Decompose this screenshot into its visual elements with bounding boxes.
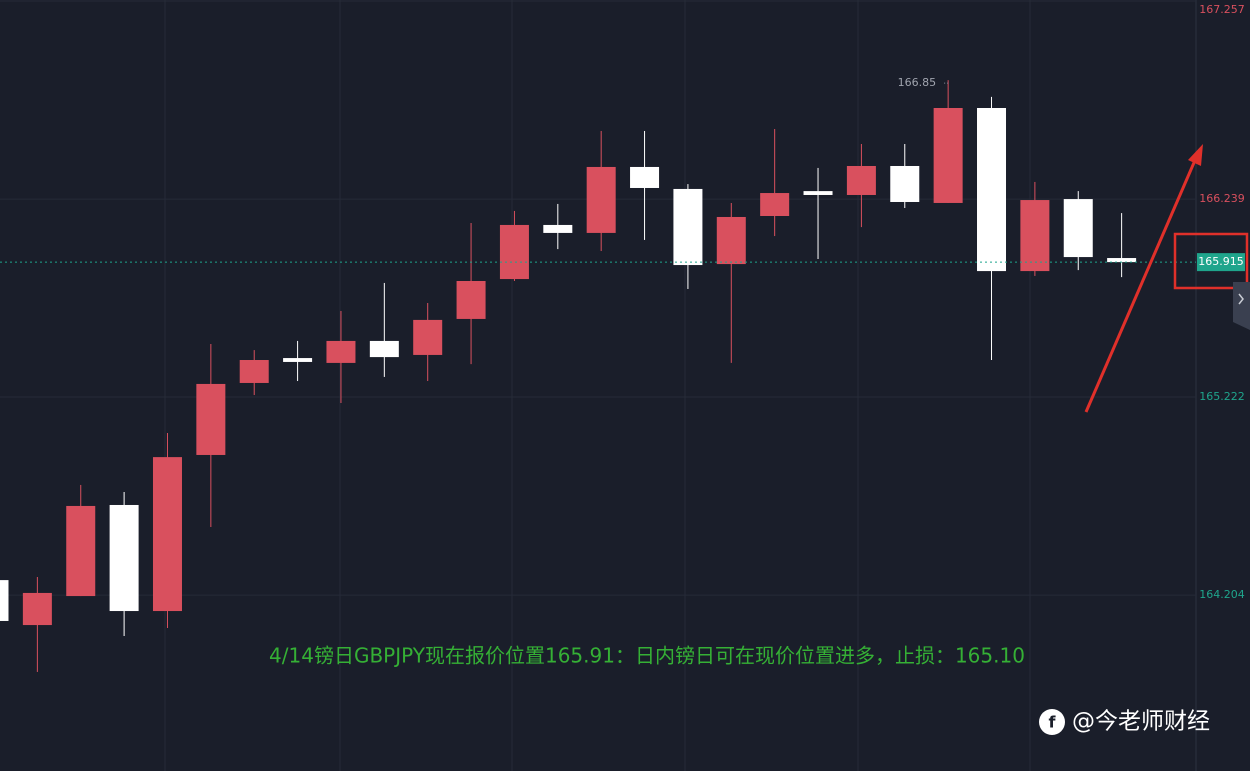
watermark: @今老师财经 — [1072, 709, 1210, 735]
candle-body — [1063, 199, 1093, 258]
candle-body — [22, 592, 52, 626]
candle-body — [1020, 200, 1050, 272]
candle-body — [369, 340, 399, 358]
candle-body — [760, 193, 790, 217]
last-price-tag — [1197, 253, 1245, 272]
candle-body — [890, 165, 920, 202]
watermark-icon-glyph: f — [1049, 713, 1057, 732]
candle-body — [846, 165, 876, 195]
arrow-head — [1188, 144, 1203, 166]
candle-body — [803, 191, 833, 195]
candle-body — [239, 360, 269, 383]
candle-body — [499, 224, 529, 280]
candle-body — [716, 216, 746, 265]
candle-body — [933, 108, 963, 203]
y-tick-label: 167.257 — [1199, 3, 1245, 16]
candle-body — [586, 166, 616, 233]
overlay: 166.85 165.915 — [0, 76, 1245, 272]
candle-body — [196, 383, 226, 455]
highlight-box — [1173, 232, 1249, 290]
watermark-icon — [1039, 709, 1065, 735]
vertical-grid — [164, 0, 1031, 771]
y-tick-label: 165.222 — [1199, 390, 1245, 403]
candle-body — [109, 504, 139, 612]
high-label: 166.85 — [898, 76, 937, 89]
candles — [0, 80, 1137, 672]
candle-body — [1107, 258, 1137, 263]
candle-body — [283, 358, 313, 362]
candle-body — [977, 108, 1007, 272]
candle-body — [456, 281, 486, 319]
y-tick-label: 164.204 — [1199, 588, 1245, 601]
candle-body — [66, 505, 96, 597]
candle-body — [413, 319, 443, 355]
candle-body — [152, 457, 182, 612]
annotation: 4/14镑日GBPJPY现在报价位置165.91：日内镑日可在现价位置进多，止损… — [269, 644, 1025, 668]
arrow-line — [1084, 157, 1198, 413]
last-price-label: 165.915 — [1198, 255, 1244, 268]
side-tab-icon — [1238, 293, 1244, 305]
candle-body — [673, 188, 703, 266]
y-tick-label: 166.239 — [1199, 192, 1245, 205]
candle-body — [630, 166, 660, 188]
side-tab — [1233, 282, 1250, 330]
candle-body — [543, 224, 573, 233]
candle-body — [326, 340, 356, 363]
candle-body — [0, 580, 9, 621]
